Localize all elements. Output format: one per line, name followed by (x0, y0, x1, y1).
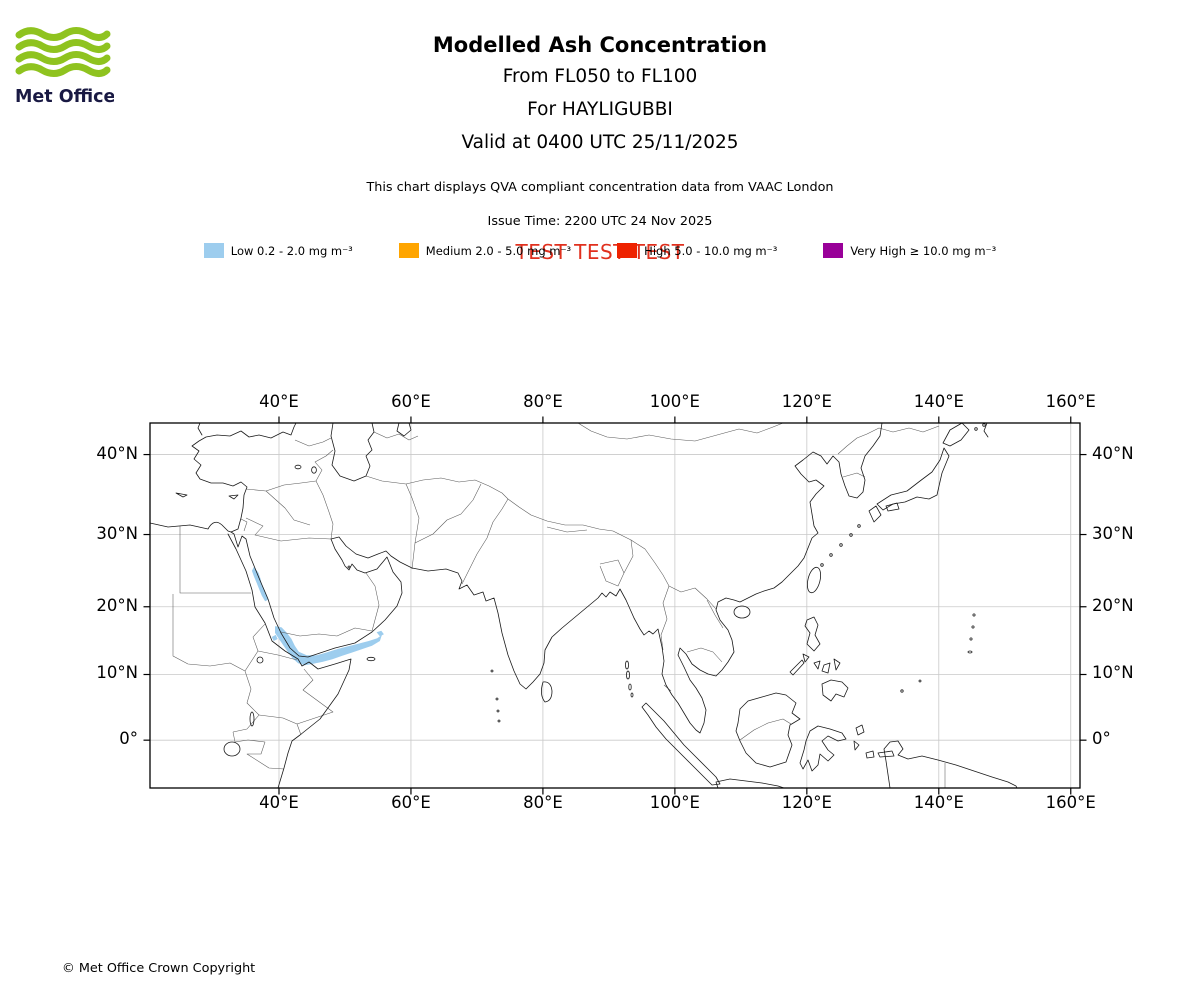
x-tick-label-top: 120°E (781, 392, 832, 411)
map (143, 416, 1087, 795)
y-tick-label-right: 40°N (1092, 443, 1134, 463)
ash-area-low (271, 634, 278, 641)
x-tick-label-bottom: 120°E (781, 793, 832, 812)
legend-item-high: High 5.0 - 10.0 mg m⁻³ (617, 243, 777, 258)
legend-label-medium: Medium 2.0 - 5.0 mg m⁻³ (425, 243, 572, 258)
x-tick-label-bottom: 40°E (259, 793, 299, 812)
y-tick-label-left: 0° (119, 729, 138, 749)
legend-swatch-medium (398, 243, 419, 258)
y-tick-label-right: 10°N (1092, 663, 1134, 683)
x-tick-label-bottom: 160°E (1045, 793, 1096, 812)
issue-time: Issue Time: 2200 UTC 24 Nov 2025 (487, 214, 713, 229)
legend-item-very-high: Very High ≥ 10.0 mg m⁻³ (823, 243, 996, 258)
legend-swatch-very-high (823, 243, 844, 258)
met-office-logo: Met Office (14, 26, 134, 114)
legend-label-low: Low 0.2 - 2.0 mg m⁻³ (230, 243, 353, 258)
x-tick-label-bottom: 60°E (391, 793, 431, 812)
x-tick-label-bottom: 100°E (649, 793, 700, 812)
legend-swatch-low (203, 243, 224, 258)
ash-area-low (251, 567, 269, 602)
country-borders (172, 422, 946, 788)
met-office-logo-svg: Met Office (15, 27, 116, 107)
legend-label-high: High 5.0 - 10.0 mg m⁻³ (644, 243, 778, 258)
y-tick-label-left: 30°N (96, 523, 138, 543)
coastlines (149, 422, 1018, 789)
logo-waves-icon (15, 27, 111, 77)
legend-swatch-high (617, 243, 638, 258)
x-tick-label-top: 160°E (1045, 392, 1096, 411)
header-titles: Modelled Ash Concentration From FL050 to… (0, 0, 1200, 264)
ash-area-low (275, 626, 382, 666)
x-tick-label-top: 100°E (649, 392, 700, 411)
copyright: © Met Office Crown Copyright (62, 961, 256, 976)
y-tick-label-right: 30°N (1092, 523, 1134, 543)
legend-item-medium: Medium 2.0 - 5.0 mg m⁻³ (398, 243, 572, 258)
x-tick-label-top: 140°E (913, 392, 964, 411)
legend-label-very-high: Very High ≥ 10.0 mg m⁻³ (850, 243, 997, 258)
subtitle-valid-time: Valid at 0400 UTC 25/11/2025 (461, 132, 739, 153)
x-tick-label-top: 40°E (259, 392, 299, 411)
legend: Low 0.2 - 2.0 mg m⁻³ Medium 2.0 - 5.0 mg … (0, 243, 1200, 258)
qva-note: This chart displays QVA compliant concen… (366, 180, 834, 195)
ash-layer (251, 567, 384, 666)
y-tick-label-right: 0° (1092, 729, 1111, 749)
x-tick-label-top: 60°E (391, 392, 431, 411)
page-title: Modelled Ash Concentration (432, 33, 768, 57)
axis-ticks (143, 416, 1087, 795)
x-tick-label-top: 80°E (523, 392, 563, 411)
x-tick-label-bottom: 80°E (523, 793, 563, 812)
y-tick-label-left: 10°N (96, 663, 138, 683)
grid-lines (150, 423, 1080, 788)
logo-text: Met Office (15, 87, 114, 107)
map-border (149, 422, 1081, 789)
subtitle-flight-levels: From FL050 to FL100 (502, 66, 698, 87)
ash-area-low (376, 630, 384, 637)
legend-item-low: Low 0.2 - 2.0 mg m⁻³ (203, 243, 353, 258)
map-svg (143, 416, 1087, 795)
subtitle-volcano: For HAYLIGUBBI (527, 99, 673, 120)
y-tick-label-right: 20°N (1092, 595, 1134, 615)
y-tick-label-left: 20°N (96, 595, 138, 615)
y-tick-label-left: 40°N (96, 443, 138, 463)
test-banner: TEST TEST TEST (515, 240, 685, 264)
x-tick-label-bottom: 140°E (913, 793, 964, 812)
